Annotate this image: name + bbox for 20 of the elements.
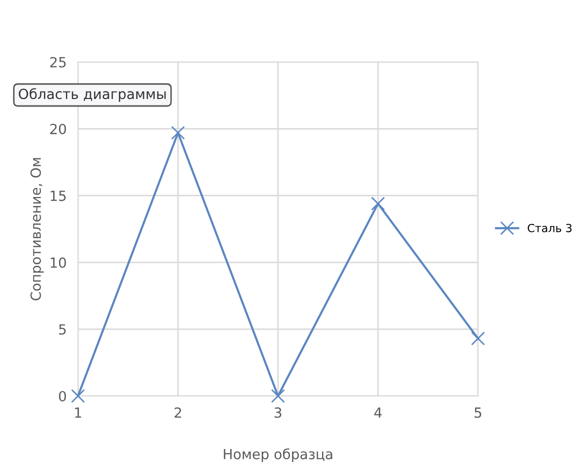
x-tick-label: 3 xyxy=(274,407,282,418)
x-tick-label: 2 xyxy=(174,407,182,418)
x-tick-label: 4 xyxy=(374,408,382,418)
point xyxy=(471,332,485,346)
x-tick-label: 5 xyxy=(474,408,482,418)
y-tick-label: 5 xyxy=(59,324,66,335)
y-tick-label: 20 xyxy=(50,124,66,134)
point xyxy=(171,126,185,140)
annotation: Область диаграммы xyxy=(18,88,166,102)
point xyxy=(271,389,285,403)
point xyxy=(371,196,385,211)
y-tick-label: 10 xyxy=(50,257,66,268)
legend-label: Сталь 3 xyxy=(528,224,572,232)
y-tick-label: 15 xyxy=(50,190,66,202)
x-tick-label: 1 xyxy=(75,408,82,418)
y-axis-title: Сопротивление, Ом xyxy=(30,158,44,300)
y-tick-label: 25 xyxy=(50,56,66,68)
point xyxy=(71,389,85,403)
y-tick-label: 0 xyxy=(58,390,66,402)
x-axis-title: Номер образца xyxy=(224,448,332,462)
